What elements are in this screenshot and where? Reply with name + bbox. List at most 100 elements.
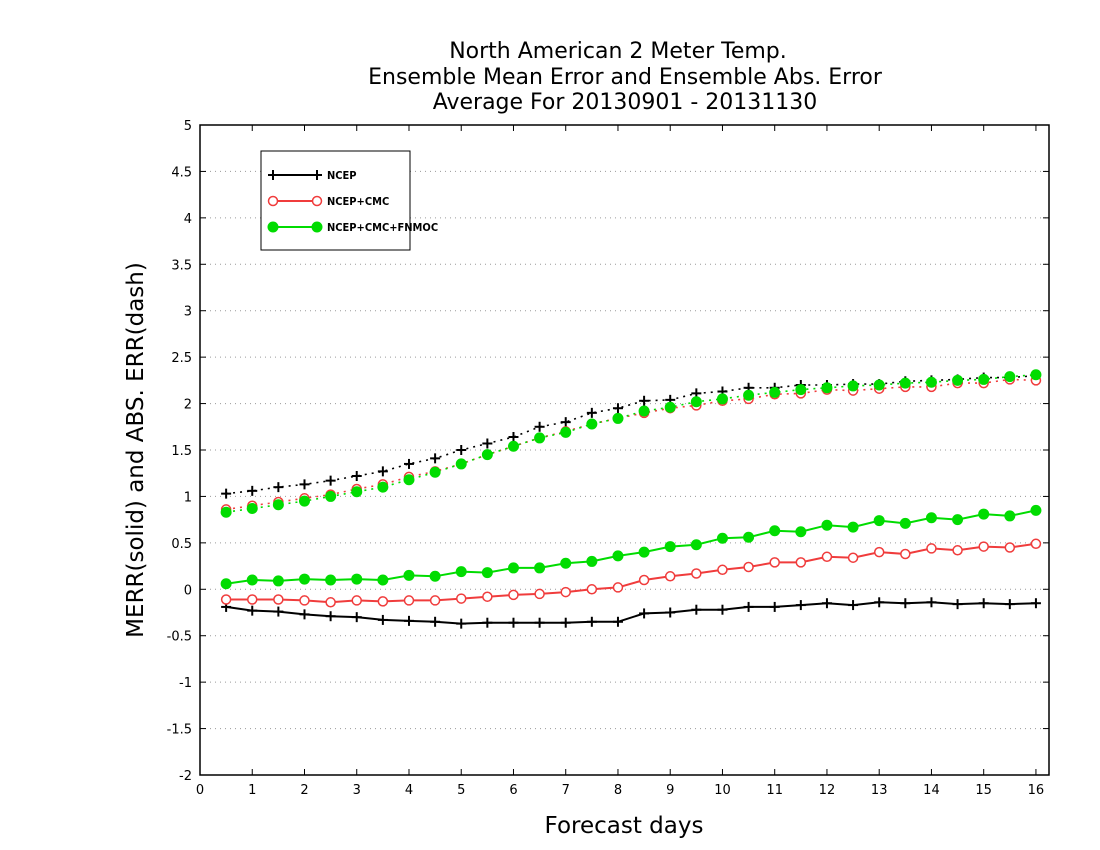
abs-error-point <box>638 405 650 417</box>
mean-error-point <box>900 598 911 609</box>
legend-label: NCEP+CMC+FNMOC <box>327 221 438 234</box>
mean-error-point <box>586 616 597 627</box>
mean-error-point <box>560 617 571 628</box>
abs-error-point <box>429 466 441 478</box>
x-tick-label: 15 <box>975 783 992 798</box>
abs-error-point <box>1004 371 1016 383</box>
mean-error-point <box>638 574 650 586</box>
abs-error-point <box>246 503 258 514</box>
y-tick-label: 1 <box>184 490 192 505</box>
mean-error-point <box>430 616 441 627</box>
y-tick-label: -2 <box>179 769 192 784</box>
abs-error-point <box>716 393 728 405</box>
x-tick-label: 9 <box>666 783 674 798</box>
x-tick-label: 12 <box>819 783 836 798</box>
abs-error-point <box>899 377 911 389</box>
mean-error-point <box>351 573 363 585</box>
abs-error-point <box>351 486 363 498</box>
abs-error-point <box>273 482 284 493</box>
mean-error-point <box>769 557 780 568</box>
title-line-3: Average For 20130901 - 20131130 <box>433 90 818 115</box>
y-tick-label: 4 <box>184 212 192 227</box>
mean-error-line-ncep <box>225 601 1036 625</box>
mean-error-point <box>874 597 885 608</box>
abs-error-point <box>769 386 781 398</box>
y-tick-label: 5 <box>184 119 192 134</box>
x-tick-label: 3 <box>353 783 361 798</box>
abs-error-point <box>560 417 571 428</box>
mean-error-point <box>1030 504 1042 516</box>
mean-error-point <box>246 594 258 605</box>
abs-error-point <box>298 495 310 507</box>
legend-label: NCEP <box>327 169 357 182</box>
mean-error-point <box>351 612 362 623</box>
abs-error-point <box>221 488 232 499</box>
abs-error-point <box>978 373 990 385</box>
abs-error-point <box>586 407 597 418</box>
x-tick-label: 16 <box>1028 783 1045 798</box>
mean-error-point <box>926 597 937 608</box>
x-tick-label: 0 <box>196 783 204 798</box>
mean-error-point <box>691 604 702 615</box>
legend: NCEP NCEP+CMC NCEP+CMC+FNMOC <box>260 150 438 251</box>
mean-error-point <box>821 598 832 609</box>
mean-error-line-ncep-cmc-fnmoc <box>225 509 1037 585</box>
mean-error-point <box>247 605 258 616</box>
x-tick-label: 13 <box>871 783 888 798</box>
mean-error-point <box>847 521 859 533</box>
mean-error-point <box>691 568 702 579</box>
mean-error-point <box>377 614 388 625</box>
mean-error-point <box>377 574 389 586</box>
abs-error-point <box>534 421 545 432</box>
mean-error-point <box>769 525 781 537</box>
x-tick-label: 4 <box>405 783 413 798</box>
y-tick-label: 0 <box>184 583 192 598</box>
mean-error-point <box>560 557 572 569</box>
abs-error-line-ncep-cmc <box>225 378 1036 511</box>
x-tick-label: 7 <box>562 783 570 798</box>
abs-error-point <box>743 389 755 401</box>
mean-error-point <box>377 596 389 607</box>
axes: -2-1.5-1-0.500.511.522.533.544.550 1 2 3 4 5 6… <box>167 119 1049 798</box>
y-tick-label: 0.5 <box>171 537 192 552</box>
mean-error-point <box>1004 599 1015 610</box>
abs-error-point <box>272 499 284 511</box>
abs-error-point <box>690 396 702 408</box>
mean-error-point <box>325 574 337 586</box>
mean-error-point <box>220 578 232 590</box>
abs-error-point <box>403 474 415 486</box>
abs-error-point <box>1030 369 1042 381</box>
y-axis-label: MERR(solid) and ABS. ERR(dash) <box>123 262 149 638</box>
mean-error-point <box>848 600 859 611</box>
y-tick-label: -1.5 <box>167 723 192 738</box>
mean-error-point <box>690 539 702 551</box>
mean-error-line-ncep-cmc <box>226 542 1037 604</box>
mean-error-point <box>873 515 885 527</box>
mean-error-point <box>926 543 937 554</box>
mean-error-point <box>743 601 754 612</box>
y-tick-label: 3.5 <box>171 258 192 273</box>
mean-error-point <box>403 615 414 626</box>
legend-marker <box>267 221 279 233</box>
mean-error-point <box>429 595 441 606</box>
x-tick-label: 2 <box>300 783 308 798</box>
mean-error-point <box>821 519 833 531</box>
mean-error-point <box>508 589 519 601</box>
legend-marker <box>312 170 322 180</box>
chart-title: North American 2 Meter Temp. Ensemble Me… <box>368 39 883 115</box>
legend-marker <box>268 170 278 180</box>
abs-error-point <box>456 445 467 455</box>
mean-error-point <box>1004 510 1016 522</box>
grid-lines <box>200 170 1049 730</box>
y-tick-label: -0.5 <box>167 630 192 645</box>
mean-error-point <box>795 600 806 611</box>
abs-error-point <box>377 466 388 477</box>
y-tick-label: 3 <box>184 305 192 320</box>
legend-label: NCEP+CMC <box>327 195 389 208</box>
mean-error-point <box>665 607 676 618</box>
abs-error-point <box>664 401 676 413</box>
x-tick-label: 1 <box>248 783 256 798</box>
mean-error-point <box>978 598 989 609</box>
mean-error-point <box>534 617 545 628</box>
